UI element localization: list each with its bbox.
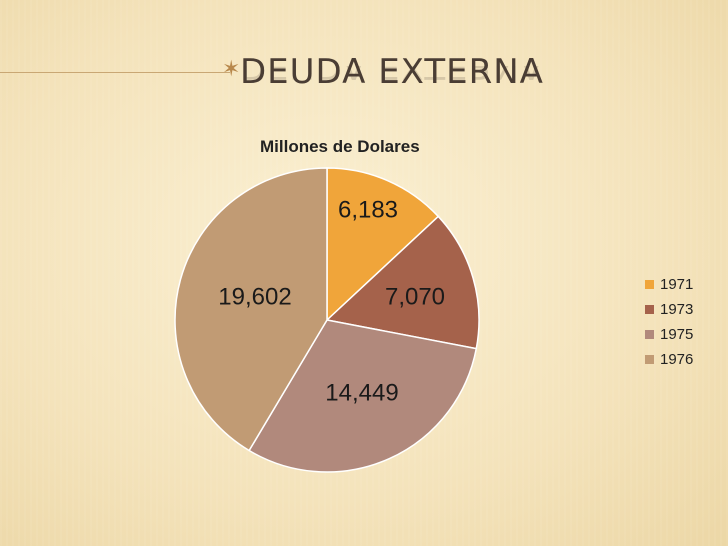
legend-item-1976: 1976 [645,347,693,372]
decorative-line [0,72,230,73]
legend-label: 1973 [660,301,694,318]
pie-slice-1975 [248,319,478,473]
legend-item-1975: 1975 [645,322,693,347]
legend-item-1971: 1971 [645,272,693,297]
chart-legend: 1971 1973 1975 1976 [645,272,693,372]
legend-swatch [645,355,654,364]
legend-label: 1975 [660,326,694,343]
star-icon: ✶ [222,56,241,81]
legend-label: 1971 [660,276,694,293]
data-label-1971: 6,183 [338,196,398,223]
legend-swatch [645,305,654,314]
legend-label: 1976 [660,351,694,368]
legend-swatch [645,280,654,289]
chart-title: Millones de Dolares [260,137,420,156]
pie-slice-1973 [325,215,480,350]
data-label-1975: 14,449 [325,379,398,406]
legend-swatch [645,330,654,339]
data-label-1976: 19,602 [218,283,291,310]
slide-title: DEUDA EXTERNA [240,52,544,92]
data-label-1973: 7,070 [385,283,445,310]
pie-slice-1976 [174,167,328,452]
legend-item-1973: 1973 [645,297,693,322]
pie-slice-1971 [326,167,440,322]
title-area: ✶ DEUDA EXTERNA DEUDA EXTERNA [0,0,728,110]
